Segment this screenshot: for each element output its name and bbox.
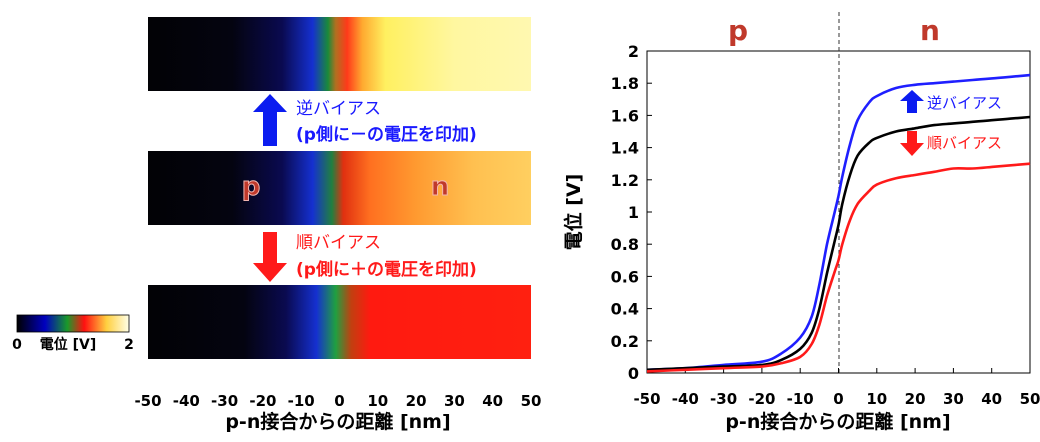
y-tick-label: 0.8 — [611, 235, 639, 254]
legend-reverse-label: 逆バイアス — [927, 94, 1002, 112]
map-x-tick-label: 20 — [406, 392, 427, 410]
y-tick-label: 1.8 — [611, 74, 639, 93]
map-x-tick-label: -20 — [249, 392, 276, 410]
x-tick-label: -10 — [787, 390, 814, 408]
y-tick-label: 0.2 — [611, 332, 639, 351]
map-x-tick-label: 10 — [367, 392, 388, 410]
x-tick-label: 30 — [943, 390, 964, 408]
map-x-ticks: -50 -40 -30 -20 -10 0 10 20 30 40 50 — [134, 392, 541, 410]
forward-bias-label: 順バイアス — [296, 233, 381, 253]
y-tick-label: 1.4 — [611, 139, 639, 158]
map-bottom-forward-bias — [148, 285, 531, 359]
map-x-tick-label: -40 — [173, 392, 200, 410]
x-tick-label: 50 — [1020, 390, 1040, 408]
y-tick-label: 0.6 — [611, 267, 639, 286]
map-x-tick-label: -50 — [134, 392, 161, 410]
map-x-tick-label: -30 — [211, 392, 238, 410]
reverse-bias-note: (p側に－の電圧を印加) — [296, 124, 477, 145]
x-tick-label: 40 — [981, 390, 1002, 408]
region-n-label: n — [920, 14, 940, 47]
colorbar-label: 電位 [V] — [40, 336, 97, 353]
x-tick-label: -30 — [710, 390, 737, 408]
x-axis-label: p-n接合からの距離 [nm] — [725, 410, 950, 433]
colorbar-max: 2 — [124, 337, 134, 353]
forward-bias-note: (p側に＋の電圧を印加) — [296, 259, 477, 280]
map-n-label: n — [431, 172, 450, 202]
map-x-tick-label: 30 — [444, 392, 465, 410]
map-x-tick-label: 40 — [482, 392, 503, 410]
colorbar-min: 0 — [12, 337, 22, 353]
map-x-tick-label: 0 — [334, 392, 344, 410]
map-x-tick-label: -10 — [288, 392, 315, 410]
series-line-1 — [646, 115, 1031, 372]
legend-forward-label: 順バイアス — [927, 134, 1002, 152]
series-line-0 — [646, 73, 1031, 372]
x-tick-label: 20 — [905, 390, 926, 408]
x-tick-label: -20 — [748, 390, 775, 408]
y-tick-label: 1.2 — [611, 171, 639, 190]
x-tick-label: -50 — [633, 390, 660, 408]
series-line-2 — [646, 162, 1031, 373]
map-p-label: p — [242, 172, 261, 202]
y-tick-label: 0.4 — [611, 300, 639, 319]
x-tick-label: 10 — [866, 390, 887, 408]
y-ticks: 0 0.2 0.4 0.6 0.8 1 1.2 1.4 1.6 1.8 2 — [611, 42, 652, 383]
arrow-up-icon — [253, 94, 287, 146]
y-axis-label: 電位 [V] — [562, 174, 585, 251]
arrow-down-icon — [253, 232, 287, 282]
x-tick-label: 0 — [833, 390, 843, 408]
legend-reverse-arrow-icon — [900, 90, 924, 113]
series-lines — [646, 73, 1031, 373]
x-ticks: -50 -40 -30 -20 -10 0 10 20 30 40 50 — [633, 368, 1040, 408]
colorbar — [16, 314, 130, 333]
map-x-tick-label: 50 — [521, 392, 542, 410]
x-tick-label: -40 — [672, 390, 699, 408]
legend-forward-arrow-icon — [900, 131, 924, 156]
y-tick-label: 1.6 — [611, 106, 639, 125]
chart-area: p n 0 0.2 0.4 0.6 0.8 1 1.2 1.4 1.6 1.8 2 -50 -40 -3… — [562, 12, 1040, 433]
map-x-axis-label: p-n接合からの距離 [nm] — [225, 410, 450, 433]
region-p-label: p — [728, 14, 748, 47]
y-tick-label: 0 — [628, 364, 639, 383]
reverse-bias-label: 逆バイアス — [296, 99, 381, 119]
map-middle-no-bias — [148, 151, 531, 225]
map-top-reverse-bias — [148, 17, 531, 91]
y-tick-label: 1 — [628, 203, 639, 222]
y-tick-label: 2 — [628, 42, 639, 61]
